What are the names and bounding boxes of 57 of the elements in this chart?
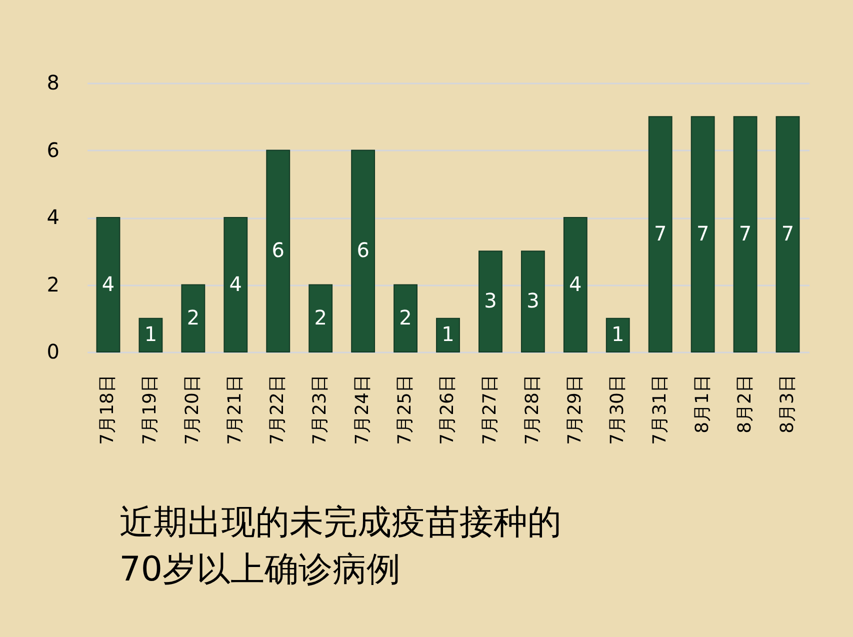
data-label: 7 bbox=[738, 221, 752, 246]
x-tick-label: 7月29日 bbox=[564, 374, 586, 445]
bar bbox=[436, 318, 460, 352]
bar bbox=[478, 250, 502, 352]
data-label: 7 bbox=[654, 221, 667, 246]
bar bbox=[96, 217, 120, 352]
bar bbox=[308, 284, 333, 352]
data-label: 3 bbox=[526, 288, 540, 313]
data-label: 2 bbox=[186, 305, 200, 330]
data-label: 7 bbox=[696, 221, 710, 246]
data-label: 1 bbox=[144, 322, 158, 346]
y-tick-label: 8 bbox=[46, 70, 60, 94]
x-tick-label: 7月21日 bbox=[224, 374, 246, 445]
y-tick-label: 4 bbox=[46, 205, 60, 229]
data-label: 4 bbox=[229, 272, 242, 296]
bar bbox=[138, 318, 163, 352]
bar bbox=[690, 116, 715, 352]
bar bbox=[266, 150, 290, 352]
x-tick-label: 7月22日 bbox=[267, 374, 288, 445]
y-tick-label: 0 bbox=[46, 340, 60, 364]
bar bbox=[181, 284, 206, 352]
x-tick-label: 8月1日 bbox=[692, 374, 713, 434]
x-tick-label: 7月28日 bbox=[522, 374, 543, 445]
data-label: 6 bbox=[356, 238, 370, 262]
data-label: 1 bbox=[612, 322, 624, 346]
bar bbox=[733, 116, 758, 352]
x-tick-label: 7月26日 bbox=[437, 374, 458, 445]
x-tick-label: 7月31日 bbox=[649, 374, 670, 445]
data-label: 1 bbox=[442, 322, 454, 346]
x-tick-label: 7月23日 bbox=[310, 374, 331, 445]
data-label: 6 bbox=[272, 238, 284, 262]
bar bbox=[520, 250, 545, 352]
bar bbox=[394, 284, 418, 352]
bar bbox=[776, 116, 800, 352]
x-tick-label: 7月30日 bbox=[606, 374, 628, 445]
x-tick-label: 8月3日 bbox=[776, 374, 798, 434]
x-tick-label: 7月27日 bbox=[479, 374, 500, 445]
data-label: 4 bbox=[569, 272, 582, 296]
data-label: 2 bbox=[314, 305, 327, 330]
y-tick-label: 6 bbox=[46, 138, 60, 162]
data-label: 2 bbox=[399, 305, 412, 330]
x-tick-label: 7月19日 bbox=[140, 374, 161, 445]
x-tick-label: 7月24日 bbox=[352, 374, 374, 445]
x-tick-label: 7月25日 bbox=[394, 374, 416, 445]
data-label: 7 bbox=[781, 221, 794, 246]
x-tick-label: 7月20日 bbox=[182, 374, 204, 445]
bar bbox=[224, 217, 248, 352]
bar bbox=[648, 116, 672, 352]
data-label: 4 bbox=[102, 272, 115, 296]
text: 近期出现的未完成疫苗接种的 70岁以上确诊病例 bbox=[119, 502, 562, 590]
x-tick-label: 7月18日 bbox=[97, 374, 118, 445]
bar bbox=[351, 150, 376, 352]
x-tick-label: 8月2日 bbox=[734, 374, 756, 434]
data-label: 3 bbox=[484, 288, 497, 313]
bar bbox=[563, 217, 588, 352]
y-tick-label: 2 bbox=[46, 272, 60, 296]
bar bbox=[606, 318, 630, 352]
